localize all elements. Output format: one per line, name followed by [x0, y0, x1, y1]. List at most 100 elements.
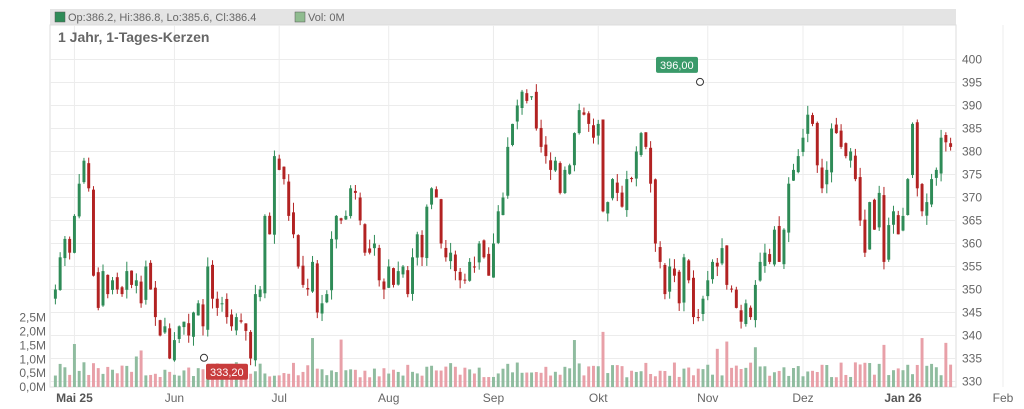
grid [50, 25, 1004, 387]
candle-body [72, 215, 76, 253]
candle-body [320, 303, 324, 314]
candle-body [768, 254, 772, 262]
price-tick-label: 370 [962, 191, 982, 205]
candle-body [920, 184, 924, 212]
candle-body [377, 247, 381, 281]
volume-bar [325, 375, 329, 387]
price-tick-label: 355 [962, 260, 982, 274]
volume-tick-label: 2,5M [19, 311, 46, 325]
candle-body [53, 289, 57, 299]
volume-bar [120, 365, 124, 387]
candle-body [534, 91, 538, 129]
candle-body [825, 169, 829, 185]
candle-body [887, 225, 891, 260]
volume-bar [587, 366, 591, 387]
candle-body [382, 281, 386, 290]
candle-body [706, 280, 710, 297]
candle-body [482, 240, 486, 258]
candle-body [401, 266, 405, 275]
candle-body [58, 257, 62, 291]
candle-body [815, 122, 819, 166]
volume-bar [806, 371, 810, 387]
low-label: 333,20 [210, 367, 244, 379]
volume-bar [406, 364, 410, 387]
volume-bar [363, 370, 367, 387]
volume-bar [582, 375, 586, 387]
volume-bars [53, 331, 953, 387]
volume-bar [525, 372, 529, 387]
candle-body [477, 243, 481, 263]
volume-bar [115, 373, 119, 387]
volume-bar [463, 367, 467, 387]
volume-bar [411, 371, 414, 387]
volume-bar [53, 375, 57, 387]
candle-body [444, 247, 448, 258]
volume-tick-label: 2,0M [19, 325, 46, 339]
volume-tick-label: 0,0M [19, 380, 46, 394]
candle-body [339, 218, 343, 221]
candle-body [463, 279, 467, 281]
volume-bar [492, 376, 495, 387]
candle-body [396, 271, 400, 285]
candle-body [639, 133, 643, 155]
volume-bar [296, 375, 300, 387]
volume-bar [415, 373, 419, 387]
candle-body [601, 119, 605, 212]
candle-body [325, 294, 329, 303]
candle-body [139, 281, 143, 304]
candle-body [434, 189, 438, 198]
volume-bar [915, 364, 919, 387]
candle-body [872, 199, 876, 230]
candle-body [492, 243, 495, 278]
volume-bar [392, 369, 395, 387]
volume-bar [930, 363, 934, 387]
volume-bar [125, 365, 129, 387]
volume-bar [825, 365, 829, 387]
volume-bar [153, 373, 157, 387]
volume-bar [358, 377, 362, 387]
candle-body [696, 317, 700, 319]
volume-bar [725, 341, 729, 387]
time-tick-label: Jan 26 [884, 391, 922, 405]
candle-body [68, 238, 72, 253]
candle-body [334, 215, 338, 240]
candle-body [863, 219, 867, 253]
volume-bar [68, 374, 72, 387]
volume-bar [92, 363, 95, 387]
volume-bar [696, 368, 700, 387]
candle-body [844, 143, 848, 157]
price-tick-label: 360 [962, 237, 982, 251]
volume-bar [339, 339, 343, 387]
volume-bar [149, 374, 153, 387]
volume-bar [639, 371, 643, 387]
candle-body [725, 245, 729, 285]
candle-body [182, 321, 186, 328]
volume-bar [634, 371, 638, 387]
volume-bar [872, 374, 876, 387]
volume-bar [344, 370, 348, 387]
candle-body [330, 238, 334, 291]
candle-body [934, 169, 938, 178]
price-tick-label: 390 [962, 99, 982, 113]
candle-body [115, 277, 119, 290]
candle-body [506, 146, 510, 196]
volume-bar [844, 374, 848, 387]
price-tick-label: 350 [962, 283, 982, 297]
candle-body [739, 310, 743, 322]
volume-bar [682, 368, 686, 387]
candle-body [420, 234, 424, 258]
volume-bar [387, 373, 391, 387]
price-tick-label: 365 [962, 214, 982, 228]
volume-bar [249, 373, 253, 387]
candle-body [539, 127, 543, 147]
volume-bar [901, 370, 905, 387]
candle-body [177, 326, 181, 339]
candle-body [311, 261, 314, 292]
candle-body [372, 243, 376, 249]
volume-tick-label: 1,0M [19, 352, 46, 366]
candle-body [130, 270, 134, 285]
volume-bar [134, 356, 138, 387]
legend-bar [50, 9, 956, 25]
volume-bar [792, 368, 795, 387]
volume-bar [330, 370, 334, 387]
